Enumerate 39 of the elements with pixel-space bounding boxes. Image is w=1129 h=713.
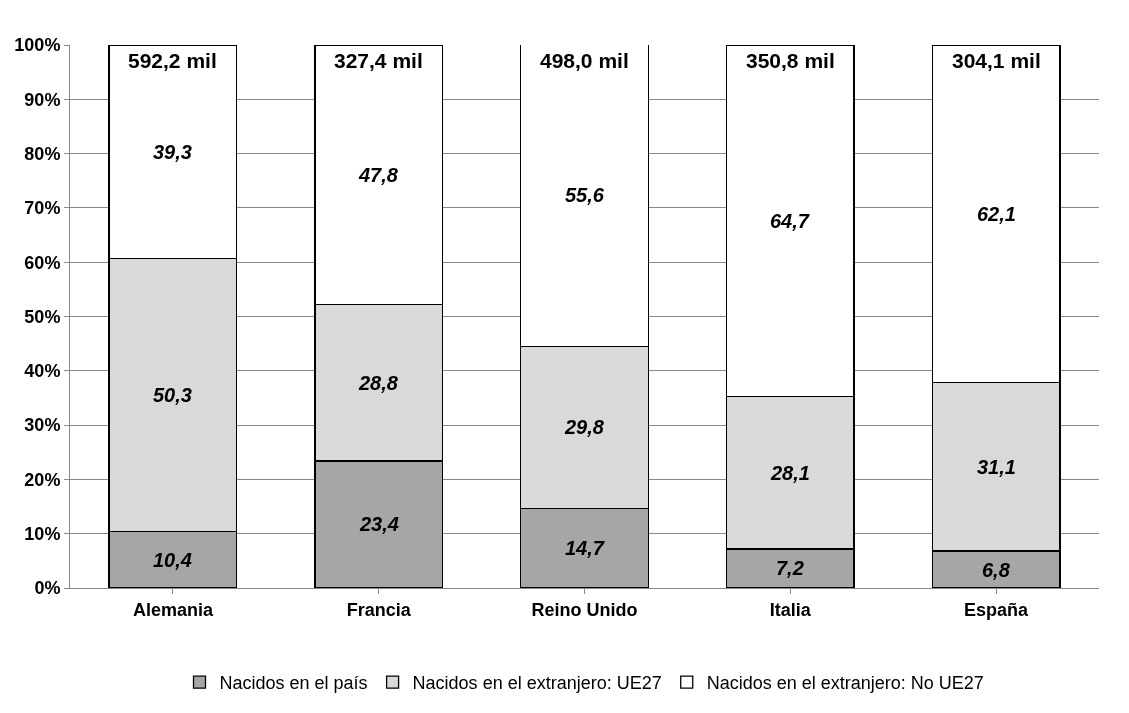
x-tick-label: Francia	[346, 599, 412, 620]
data-label: 50,3	[153, 384, 192, 406]
data-label: 29,8	[564, 416, 605, 438]
legend-label: Nacidos en el extranjero: UE27	[412, 673, 662, 694]
data-label: 14,7	[565, 537, 605, 559]
data-label: 55,6	[565, 184, 605, 206]
y-tick-label: 30%	[24, 415, 61, 436]
annotation: 304,1 mil	[952, 49, 1041, 72]
x-tick-label: Alemania	[132, 599, 214, 620]
annotation: 350,8 mil	[746, 49, 835, 72]
y-tick-label: 60%	[24, 252, 61, 273]
y-tick-label: 0%	[34, 578, 61, 599]
annotation: 592,2 mil	[128, 49, 217, 72]
annotation: 327,4 mil	[334, 49, 423, 72]
data-label: 28,1	[770, 462, 810, 484]
x-tick-label: Italia	[769, 599, 812, 620]
data-label: 10,4	[153, 549, 192, 571]
y-tick-label: 100%	[14, 35, 61, 56]
data-label: 47,8	[358, 164, 399, 186]
y-tick-label: 70%	[24, 198, 61, 219]
y-tick-label: 50%	[24, 306, 61, 327]
y-tick-label: 10%	[24, 524, 61, 544]
data-label: 62,1	[977, 203, 1016, 225]
legend-label: Nacidos en el extranjero: No UE27	[706, 673, 984, 694]
x-tick-label: Reino Unido	[531, 599, 638, 620]
data-label: 23,4	[359, 513, 399, 535]
data-label: 7,2	[776, 557, 804, 579]
y-tick-label: 90%	[24, 89, 61, 110]
legend-label: Nacidos en el país	[219, 673, 368, 694]
y-tick-label: 20%	[24, 469, 61, 490]
data-label: 6,8	[982, 559, 1011, 581]
data-label: 39,3	[153, 141, 192, 163]
y-tick-label: 40%	[24, 361, 61, 382]
data-label: 31,1	[977, 456, 1016, 478]
y-tick-label: 80%	[24, 143, 61, 164]
data-label: 28,8	[358, 372, 399, 394]
annotation: 498,0 mil	[540, 49, 629, 72]
x-tick-label: España	[964, 599, 1030, 620]
data-label: 64,7	[770, 210, 810, 232]
